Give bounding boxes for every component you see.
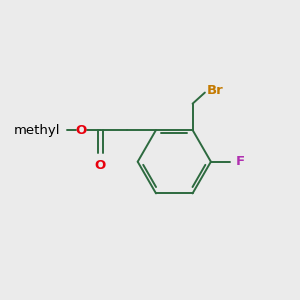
Text: Br: Br [207, 84, 224, 97]
Text: O: O [76, 124, 87, 136]
Text: O: O [95, 159, 106, 172]
Text: methyl: methyl [14, 124, 60, 136]
Text: F: F [236, 155, 245, 168]
